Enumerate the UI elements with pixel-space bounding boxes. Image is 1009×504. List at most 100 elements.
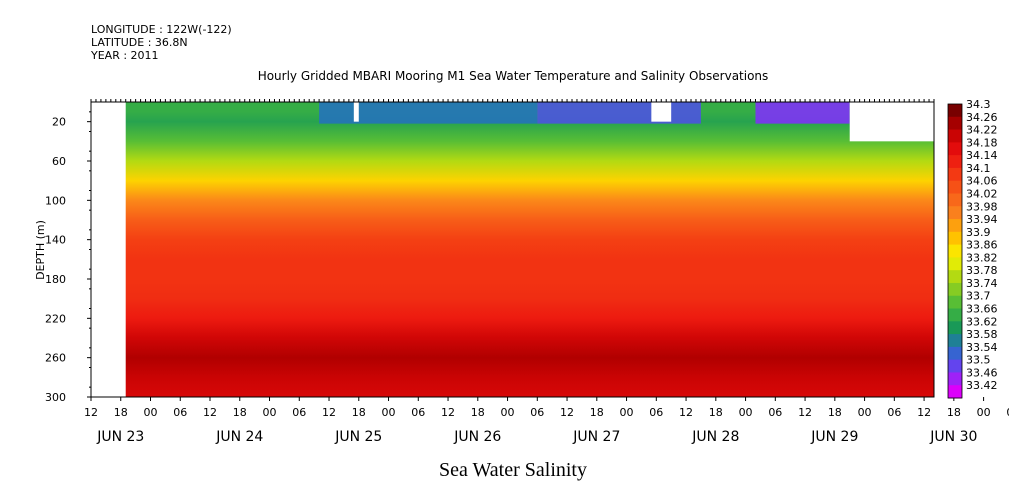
colorbar-swatch bbox=[948, 167, 962, 182]
year-label: YEAR : 2011 bbox=[91, 49, 159, 62]
date-label: JUN 30 bbox=[929, 429, 977, 445]
x-tick-label: 12 bbox=[441, 406, 455, 419]
colorbar-swatch bbox=[948, 295, 962, 310]
date-label: JUN 25 bbox=[334, 429, 382, 445]
colorbar-swatch bbox=[948, 244, 962, 258]
x-tick-label: 12 bbox=[798, 406, 812, 419]
colorbar-swatch bbox=[948, 180, 962, 194]
colorbar-label: 34.18 bbox=[966, 136, 998, 149]
colorbar-label: 33.54 bbox=[966, 341, 998, 354]
colorbar-label: 33.46 bbox=[966, 366, 998, 379]
colorbar-swatch bbox=[948, 270, 962, 284]
colorbar-swatch bbox=[948, 129, 962, 143]
date-label: JUN 28 bbox=[691, 429, 739, 445]
surface-event-2 bbox=[755, 102, 850, 124]
missing-data-areas bbox=[91, 102, 934, 397]
y-tick-label: 220 bbox=[45, 312, 66, 325]
x-tick-label: 00 bbox=[620, 406, 634, 419]
colorbar-label: 34.1 bbox=[966, 162, 991, 175]
colorbar-swatch bbox=[948, 142, 962, 156]
colorbar-frame bbox=[947, 103, 963, 399]
colorbar-label: 33.9 bbox=[966, 226, 991, 239]
x-tick-label: 00 bbox=[501, 406, 515, 419]
x-tick-label: 12 bbox=[560, 406, 574, 419]
date-label: JUN 23 bbox=[96, 429, 144, 445]
date-label: JUN 27 bbox=[572, 429, 620, 445]
x-tick-label: 00 bbox=[858, 406, 872, 419]
x-tick-label: 06 bbox=[1006, 406, 1009, 419]
x-tick-label: 18 bbox=[590, 406, 604, 419]
y-tick-label: 20 bbox=[52, 116, 66, 129]
missing-data-1 bbox=[353, 102, 359, 122]
colorbar-swatch bbox=[948, 116, 962, 131]
x-tick-label: 18 bbox=[947, 406, 961, 419]
colorbar-swatch bbox=[948, 155, 962, 169]
longitude-label: LONGITUDE : 122W(-122) bbox=[91, 23, 232, 36]
colorbar-label: 34.06 bbox=[966, 175, 998, 188]
x-tick-label: 06 bbox=[649, 406, 663, 419]
colorbar-label: 33.74 bbox=[966, 277, 998, 290]
x-tick-label: 12 bbox=[84, 406, 98, 419]
y-tick-label: 140 bbox=[45, 234, 66, 247]
colorbar-label: 34.14 bbox=[966, 149, 998, 162]
colorbar-swatch bbox=[948, 372, 962, 386]
colorbar-swatch bbox=[948, 219, 962, 233]
colorbar-label: 33.7 bbox=[966, 290, 991, 303]
x-tick-label: 00 bbox=[144, 406, 158, 419]
salinity-field bbox=[91, 102, 934, 397]
x-tick-label: 06 bbox=[768, 406, 782, 419]
colorbar-swatch bbox=[948, 359, 962, 373]
colorbar-label: 33.66 bbox=[966, 303, 998, 316]
colorbar-label: 33.82 bbox=[966, 251, 998, 264]
axes: 20 60 100 140 180 220 260 300 12 18 00 06 12 18 00 06 12… bbox=[45, 99, 1009, 445]
x-tick-label: 18 bbox=[828, 406, 842, 419]
colorbar-label: 34.22 bbox=[966, 124, 998, 137]
colorbar-swatch bbox=[948, 257, 962, 271]
colorbar-label: 33.62 bbox=[966, 315, 998, 328]
missing-data-2 bbox=[651, 102, 672, 122]
colorbar-swatch bbox=[948, 231, 962, 246]
colorbar-swatch bbox=[948, 282, 962, 297]
chart-title: Hourly Gridded MBARI Mooring M1 Sea Wate… bbox=[258, 69, 769, 83]
colorbar-label: 33.5 bbox=[966, 354, 991, 367]
colorbar-label: 33.58 bbox=[966, 328, 998, 341]
x-tick-label: 00 bbox=[739, 406, 753, 419]
surface-event-1 bbox=[537, 102, 701, 124]
y-axis-label: DEPTH (m) bbox=[34, 220, 47, 280]
colorbar-swatch bbox=[948, 334, 962, 348]
y-tick-label: 260 bbox=[45, 352, 66, 365]
colorbar-label: 33.42 bbox=[966, 379, 998, 392]
colorbar-swatch bbox=[948, 321, 962, 335]
colorbar-swatch bbox=[948, 193, 962, 207]
x-tick-label: 06 bbox=[411, 406, 425, 419]
x-tick-label: 00 bbox=[977, 406, 991, 419]
plot-area bbox=[91, 102, 934, 397]
colorbar-swatch bbox=[948, 346, 962, 361]
x-tick-label: 06 bbox=[292, 406, 306, 419]
x-tick-label: 18 bbox=[471, 406, 485, 419]
colorbar-label: 34.3 bbox=[966, 98, 991, 111]
colorbar-label: 33.94 bbox=[966, 213, 998, 226]
colorbar-label: 33.86 bbox=[966, 239, 998, 252]
colorbar-label: 33.78 bbox=[966, 264, 998, 277]
y-tick-label: 100 bbox=[45, 194, 66, 207]
x-tick-label: 00 bbox=[382, 406, 396, 419]
x-tick-label: 12 bbox=[679, 406, 693, 419]
colorbar-swatch bbox=[948, 206, 962, 220]
latitude-label: LATITUDE : 36.8N bbox=[91, 36, 188, 49]
x-tick-label: 12 bbox=[203, 406, 217, 419]
x-tick-label: 06 bbox=[530, 406, 544, 419]
x-tick-label: 18 bbox=[709, 406, 723, 419]
colorbar-swatch bbox=[948, 104, 962, 118]
date-label: JUN 24 bbox=[215, 429, 263, 445]
x-tick-label: 18 bbox=[114, 406, 128, 419]
x-tick-label: 18 bbox=[352, 406, 366, 419]
date-label: JUN 29 bbox=[810, 429, 858, 445]
x-axis-label: Sea Water Salinity bbox=[439, 459, 587, 481]
missing-data-0 bbox=[91, 102, 126, 397]
x-tick-label: 18 bbox=[233, 406, 247, 419]
colorbar-label: 33.98 bbox=[966, 200, 998, 213]
date-label: JUN 26 bbox=[453, 429, 501, 445]
x-tick-label: 00 bbox=[263, 406, 277, 419]
